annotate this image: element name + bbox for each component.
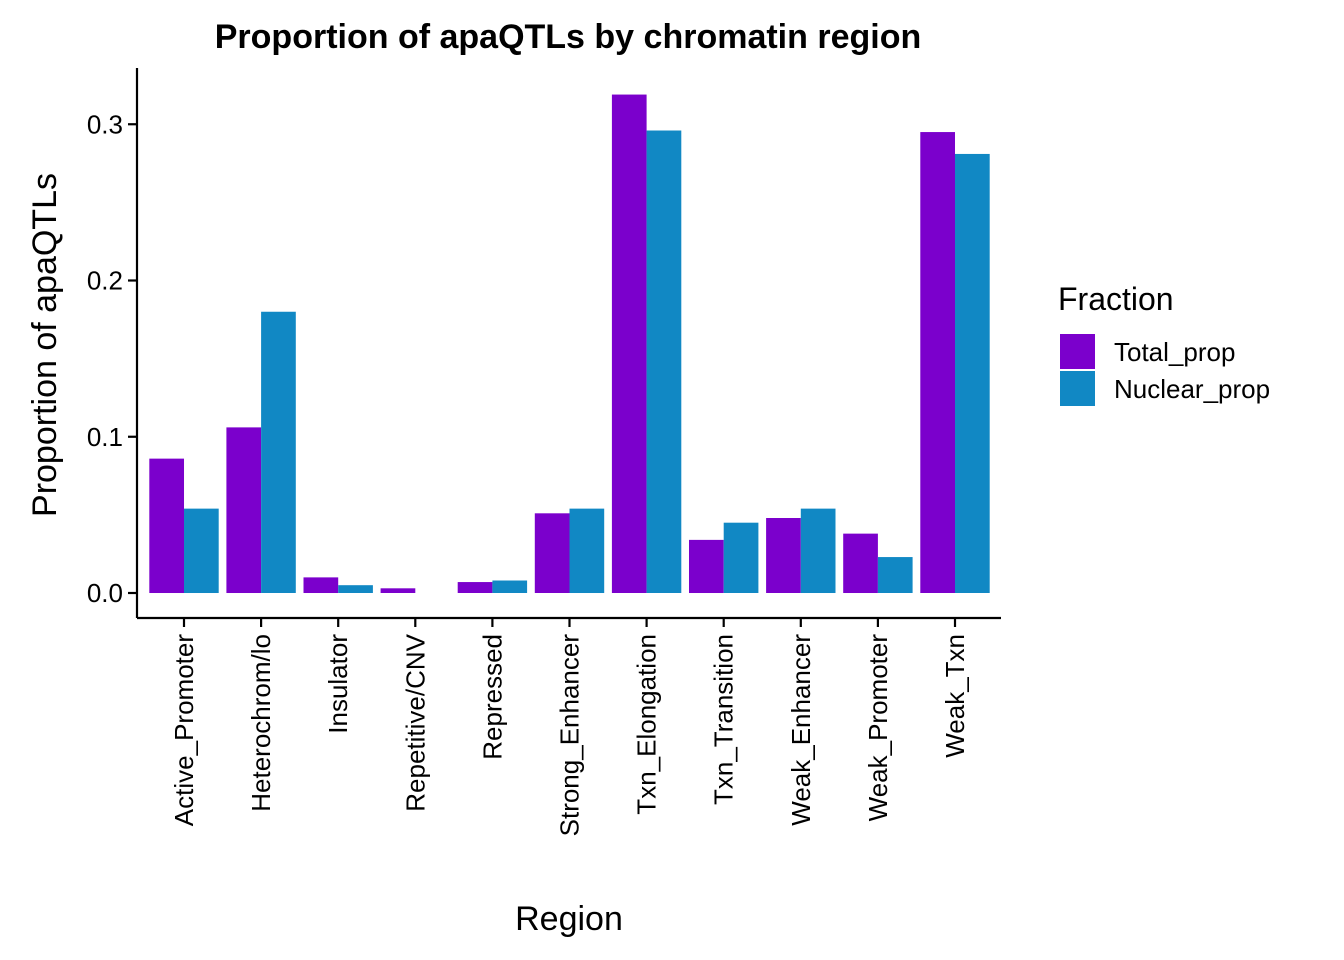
bar-total-prop-weak-txn bbox=[920, 132, 955, 593]
x-tick-label-heterochrom-lo: Heterochrom/lo bbox=[246, 634, 276, 812]
bar-nuclear-prop-weak-txn bbox=[955, 153, 990, 593]
bar-total-prop-repetitive-cnv bbox=[380, 588, 416, 593]
x-tick-label-insulator: Insulator bbox=[323, 634, 353, 734]
y-tick-label: 0.3 bbox=[87, 109, 123, 139]
bar-total-prop-weak-promoter bbox=[843, 533, 878, 594]
y-tick-label: 0.1 bbox=[87, 422, 123, 452]
bar-nuclear-prop-insulator bbox=[338, 585, 373, 593]
x-tick-label-weak-txn: Weak_Txn bbox=[940, 634, 970, 758]
x-tick-label-active-promoter: Active_Promoter bbox=[169, 634, 199, 827]
bar-total-prop-weak-enhancer bbox=[766, 518, 801, 593]
y-tick-label: 0.0 bbox=[87, 578, 123, 608]
legend: Fraction Total_prop Nuclear_prop bbox=[1058, 281, 1270, 406]
bar-total-prop-txn-elongation bbox=[611, 94, 647, 593]
legend-label-nuclear-prop: Nuclear_prop bbox=[1114, 374, 1270, 404]
bar-total-prop-strong-enhancer bbox=[534, 513, 570, 593]
x-tick-label-weak-enhancer: Weak_Enhancer bbox=[786, 634, 816, 826]
bar-nuclear-prop-txn-elongation bbox=[646, 130, 682, 593]
legend-title: Fraction bbox=[1058, 281, 1174, 317]
bar-nuclear-prop-weak-promoter bbox=[877, 557, 913, 593]
bar-total-prop-heterochrom-lo bbox=[226, 427, 262, 594]
bar-nuclear-prop-heterochrom-lo bbox=[261, 311, 296, 593]
bars-group bbox=[149, 94, 990, 594]
x-tick-label-weak-promoter: Weak_Promoter bbox=[863, 634, 893, 822]
x-tick-label-strong-enhancer: Strong_Enhancer bbox=[555, 634, 585, 837]
bar-nuclear-prop-weak-enhancer bbox=[800, 508, 836, 594]
legend-items: Total_prop Nuclear_prop bbox=[1060, 334, 1270, 406]
bar-total-prop-insulator bbox=[303, 577, 339, 594]
legend-swatch-nuclear-prop bbox=[1060, 371, 1095, 406]
x-tick-label-repressed: Repressed bbox=[477, 634, 507, 760]
bar-total-prop-txn-transition bbox=[689, 539, 724, 594]
bar-nuclear-prop-active-promoter bbox=[184, 508, 219, 594]
y-axis-ticks: 0.0 0.1 0.2 0.3 bbox=[87, 109, 137, 608]
bar-total-prop-repressed bbox=[457, 582, 493, 593]
bar-total-prop-active-promoter bbox=[149, 458, 185, 594]
x-tick-label-txn-transition: Txn_Transition bbox=[709, 634, 739, 805]
y-tick-label: 0.2 bbox=[87, 266, 123, 296]
bar-nuclear-prop-repressed bbox=[492, 580, 528, 593]
x-tick-label-repetitive-cnv: Repetitive/CNV bbox=[400, 633, 430, 811]
x-tick-label-txn-elongation: Txn_Elongation bbox=[632, 634, 662, 815]
legend-label-total-prop: Total_prop bbox=[1114, 337, 1235, 367]
bar-nuclear-prop-strong-enhancer bbox=[569, 508, 605, 594]
bar-nuclear-prop-txn-transition bbox=[723, 522, 759, 593]
chart-title: Proportion of apaQTLs by chromatin regio… bbox=[215, 18, 921, 56]
x-axis-title: Region bbox=[515, 900, 623, 938]
y-axis-title: Proportion of apaQTLs bbox=[26, 173, 64, 517]
x-axis-ticks: Active_Promoter Heterochrom/lo Insulator Re… bbox=[169, 618, 970, 836]
legend-swatch-total-prop bbox=[1060, 334, 1095, 369]
